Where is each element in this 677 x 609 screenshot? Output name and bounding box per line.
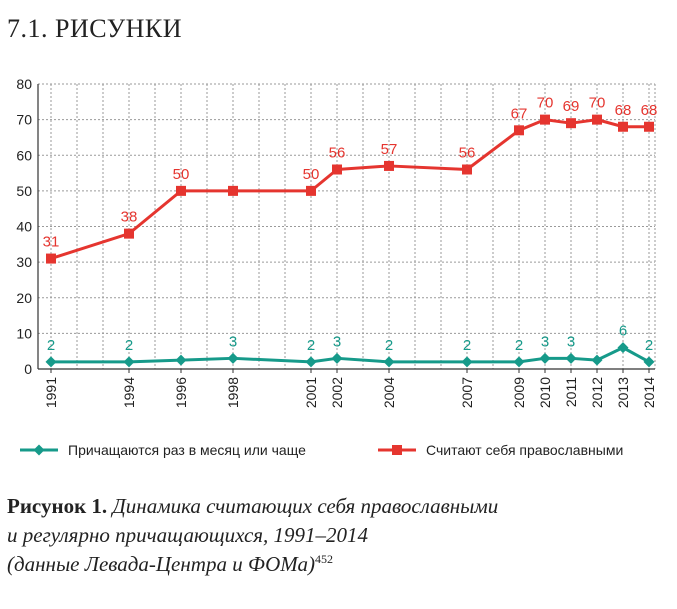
series-0-point-2010 bbox=[539, 352, 551, 364]
series-1-label-2007: 56 bbox=[459, 145, 476, 162]
series-0-point-1998 bbox=[227, 352, 239, 364]
series-1-point-2009 bbox=[514, 125, 524, 136]
series-0-point-2013 bbox=[617, 342, 629, 354]
x-tick-label-1991: 1991 bbox=[43, 377, 59, 408]
series-0-label-2013: 6 bbox=[619, 323, 627, 340]
series-1-point-2013 bbox=[618, 121, 628, 132]
series-1-label-2004: 57 bbox=[381, 141, 398, 158]
series-1-point-2011 bbox=[566, 118, 576, 129]
series-0-point-2011 bbox=[565, 352, 577, 364]
y-tick-label-50: 50 bbox=[16, 183, 32, 199]
y-tick-label-10: 10 bbox=[16, 325, 32, 341]
series-0-point-2014 bbox=[643, 356, 655, 368]
caption-line-2: и регулярно причащающихся, 1991–2014 bbox=[7, 523, 369, 547]
x-tick-label-2014: 2014 bbox=[641, 377, 657, 408]
series-1-label-2009: 67 bbox=[511, 105, 528, 122]
series-1-point-2010 bbox=[540, 114, 550, 125]
legend-item-1: Считают себя православными bbox=[378, 442, 623, 458]
y-tick-label-70: 70 bbox=[16, 112, 32, 128]
series-1-label-2014: 68 bbox=[641, 102, 658, 119]
series-line-1 bbox=[50, 118, 649, 260]
series-0-label-2014: 2 bbox=[645, 337, 653, 354]
series-0-label-1994: 2 bbox=[125, 337, 133, 354]
series-1-point-1998 bbox=[228, 185, 238, 196]
caption-line-1: Динамика считающих себя православными bbox=[112, 494, 499, 518]
series-0-label-2001: 2 bbox=[307, 337, 315, 354]
y-tick-label-60: 60 bbox=[16, 147, 32, 163]
x-tick-label-2002: 2002 bbox=[329, 377, 345, 408]
series-1-point-2001 bbox=[306, 185, 316, 196]
series-1-label-2013: 68 bbox=[615, 102, 632, 119]
x-tick-label-2001: 2001 bbox=[303, 377, 319, 408]
y-tick-label-80: 80 bbox=[16, 76, 32, 92]
legend-label-1: Считают себя православными bbox=[426, 442, 623, 458]
figure-caption: Рисунок 1. Динамика считающих себя право… bbox=[7, 492, 667, 579]
x-tick-label-2011: 2011 bbox=[563, 377, 579, 407]
y-tick-label-20: 20 bbox=[16, 290, 32, 306]
x-tick-label-2009: 2009 bbox=[511, 377, 527, 408]
series-1-label-1996: 50 bbox=[173, 166, 190, 183]
series-0-label-1998: 3 bbox=[229, 333, 237, 350]
series-0-point-1996 bbox=[175, 354, 187, 366]
x-tick-label-2007: 2007 bbox=[459, 377, 475, 408]
series-1-point-1996 bbox=[176, 185, 186, 196]
series-0-point-2009 bbox=[513, 356, 525, 368]
series-0-point-2007 bbox=[461, 356, 473, 368]
series-0-label-2004: 2 bbox=[385, 337, 393, 354]
series-0-point-2012 bbox=[591, 354, 603, 366]
chart-legend: Причащаются раз в месяц или чаще Считают … bbox=[20, 442, 623, 458]
x-tick-label-1998: 1998 bbox=[225, 377, 241, 408]
series-1-label-1994: 38 bbox=[121, 209, 138, 226]
series-0-label-1991: 2 bbox=[47, 337, 55, 354]
series-1-point-1994 bbox=[124, 228, 134, 239]
caption-footnote: 452 bbox=[314, 552, 333, 566]
legend-item-0: Причащаются раз в месяц или чаще bbox=[20, 442, 306, 458]
series-0-label-2007: 2 bbox=[463, 337, 471, 354]
series-1-point-2014 bbox=[644, 121, 654, 132]
legend-marker-0 bbox=[33, 444, 45, 456]
section-heading: 7.1. РИСУНКИ bbox=[7, 14, 183, 43]
series-1-point-1991 bbox=[46, 253, 56, 264]
x-tick-label-2012: 2012 bbox=[589, 377, 605, 408]
legend-label-0: Причащаются раз в месяц или чаще bbox=[68, 442, 306, 458]
series-1-label-2012: 70 bbox=[589, 95, 606, 112]
series-1-label-2002: 56 bbox=[329, 145, 346, 162]
y-tick-label-30: 30 bbox=[16, 254, 32, 270]
series-1-label-2010: 70 bbox=[537, 95, 554, 112]
caption-label: Рисунок 1. bbox=[7, 494, 108, 518]
series-0-point-1991 bbox=[45, 356, 57, 368]
series-1-point-2007 bbox=[462, 164, 472, 175]
series-1-point-2004 bbox=[384, 160, 394, 171]
x-tick-label-2013: 2013 bbox=[615, 377, 631, 408]
x-tick-label-2010: 2010 bbox=[537, 377, 553, 408]
series-1-point-2002 bbox=[332, 164, 342, 175]
x-tick-label-1994: 1994 bbox=[121, 377, 137, 408]
series-1-point-2012 bbox=[592, 114, 602, 125]
series-0-label-2010: 3 bbox=[541, 333, 549, 350]
series-0-point-2001 bbox=[305, 356, 317, 368]
line-chart: 0 10 20 30 40 50 60 70 80 1991 1994 1996 1998 2001 200… bbox=[16, 76, 658, 458]
x-tick-label-1996: 1996 bbox=[173, 377, 189, 408]
y-tick-label-40: 40 bbox=[16, 219, 32, 235]
series-0-label-2009: 2 bbox=[515, 337, 523, 354]
series-1-label-2011: 69 bbox=[563, 98, 580, 115]
series-0-point-1994 bbox=[123, 356, 135, 368]
x-tick-label-2004: 2004 bbox=[381, 377, 397, 408]
series-0-label-2002: 3 bbox=[333, 333, 341, 350]
chart-series: 2 2 3 2 3 2 2 2 3 3 6 2 31 38 50 50 56 57 56 67 70 69 70 68 68 bbox=[43, 95, 658, 368]
y-tick-label-0: 0 bbox=[24, 361, 32, 377]
chart-grid bbox=[38, 83, 656, 369]
series-0-point-2004 bbox=[383, 356, 395, 368]
series-1-label-1991: 31 bbox=[43, 234, 60, 251]
series-1-label-2001: 50 bbox=[303, 166, 320, 183]
chart-axes: 0 10 20 30 40 50 60 70 80 1991 1994 1996 1998 2001 200… bbox=[16, 76, 657, 408]
series-0-label-2011: 3 bbox=[567, 333, 575, 350]
series-line-0 bbox=[51, 346, 650, 364]
caption-line-3: (данные Левада-Центра и ФОМа) bbox=[7, 552, 315, 576]
legend-marker-1 bbox=[392, 445, 402, 455]
series-0-point-2002 bbox=[331, 352, 343, 364]
